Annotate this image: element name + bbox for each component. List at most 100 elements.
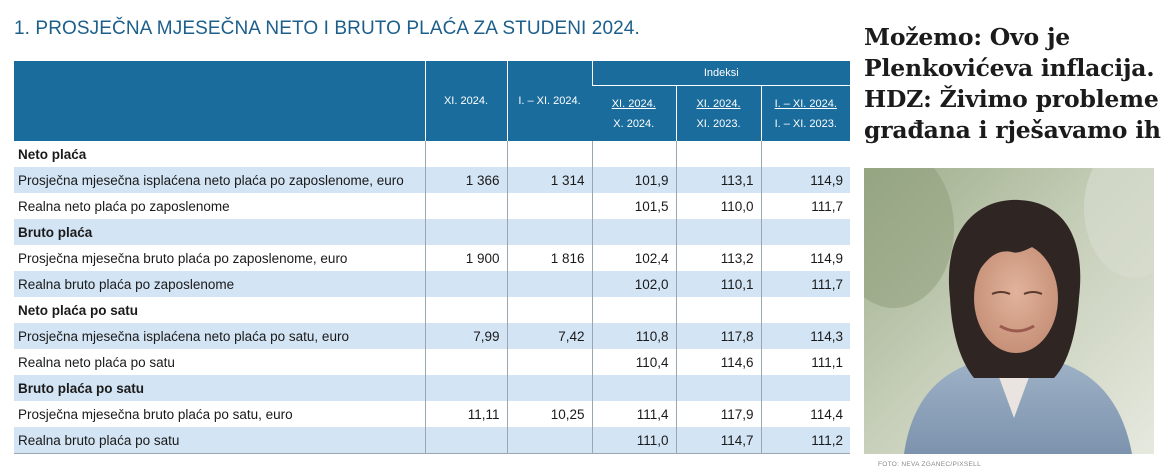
cell-value: 102,0 — [591, 271, 676, 297]
cell-value: 111,1 — [760, 349, 851, 375]
table-row: Prosječna mjesečna bruto plaća po zaposl… — [14, 245, 851, 271]
cell-value — [424, 297, 507, 323]
header-col-xi-2024: XI. 2024. — [424, 61, 507, 141]
cell-value: 111,0 — [591, 427, 676, 454]
cell-value: 1 366 — [424, 167, 507, 193]
cell-value — [506, 141, 592, 167]
cell-value — [506, 349, 592, 375]
portrait-image — [864, 168, 1154, 454]
cell-value — [424, 349, 507, 375]
cell-value: 11,11 — [424, 401, 507, 427]
table-row: Realna bruto plaća po zaposlenome 102,0 11… — [14, 271, 851, 297]
section-row: Neto plaća po satu — [14, 297, 851, 323]
index-3-numerator: I. – XI. 2024. — [774, 97, 837, 110]
cell-value: 111,7 — [760, 271, 851, 297]
index-1-denominator: X. 2024. — [613, 117, 655, 130]
table-title: 1. PROSJEČNA MJESEČNA NETO I BRUTO PLAĆA… — [14, 18, 640, 39]
cell-value: 114,7 — [675, 427, 761, 454]
header-col-i-xi-2024: I. – XI. 2024. — [506, 61, 592, 141]
cell-value — [760, 141, 851, 167]
cell-value — [591, 375, 676, 401]
cell-value: 114,9 — [760, 245, 851, 271]
cell-value: 110,4 — [591, 349, 676, 375]
cell-value — [675, 219, 761, 245]
row-label: Realna neto plaća po zaposlenome — [14, 193, 425, 219]
cell-value: 7,99 — [424, 323, 507, 349]
header-index-1: XI. 2024. X. 2024. — [592, 85, 676, 141]
article-headline[interactable]: Možemo: Ovo je Plenkovićeva inflacija. H… — [864, 23, 1161, 144]
table-row: Realna neto plaća po satu 110,4 114,6 111,1 — [14, 349, 851, 375]
cell-value — [424, 193, 507, 219]
section-row: Neto plaća — [14, 141, 851, 167]
section-row: Bruto plaća po satu — [14, 375, 851, 401]
cell-value: 111,4 — [591, 401, 676, 427]
cell-value — [591, 219, 676, 245]
cell-value: 10,25 — [506, 401, 592, 427]
table-row: Realna neto plaća po zaposlenome 101,5 110… — [14, 193, 851, 219]
row-label: Prosječna mjesečna isplaćena neto plaća … — [14, 323, 425, 349]
cell-value: 101,5 — [591, 193, 676, 219]
photo-credit: FOTO: NEVA ZGANEC/PIXSELL — [878, 461, 981, 468]
cell-value: 114,3 — [760, 323, 851, 349]
cell-value — [760, 297, 851, 323]
cell-value: 117,8 — [675, 323, 761, 349]
cell-value: 114,9 — [760, 167, 851, 193]
table-row: Realna bruto plaća po satu 111,0 114,7 111,… — [14, 427, 851, 454]
row-label: Prosječna mjesečna bruto plaća po satu, … — [14, 401, 425, 427]
table-row: Prosječna mjesečna bruto plaća po satu, … — [14, 401, 851, 427]
section-label: Neto plaća po satu — [14, 297, 425, 323]
row-label: Realna bruto plaća po satu — [14, 427, 425, 454]
table-row: Prosječna mjesečna isplaćena neto plaća … — [14, 167, 851, 193]
cell-value: 111,7 — [760, 193, 851, 219]
row-label: Prosječna mjesečna bruto plaća po zaposl… — [14, 245, 425, 271]
cell-value — [424, 375, 507, 401]
header-index-2: XI. 2024. XI. 2023. — [675, 85, 761, 141]
index-2-denominator: XI. 2023. — [696, 117, 741, 130]
cell-value — [424, 271, 507, 297]
table-row: Prosječna mjesečna isplaćena neto plaća … — [14, 323, 851, 349]
index-1-numerator: XI. 2024. — [611, 97, 656, 110]
cell-value — [506, 271, 592, 297]
row-label: Prosječna mjesečna isplaćena neto plaća … — [14, 167, 425, 193]
cell-value — [675, 375, 761, 401]
cell-value — [506, 427, 592, 454]
cell-value — [424, 219, 507, 245]
cell-value: 110,1 — [675, 271, 761, 297]
cell-value: 7,42 — [506, 323, 592, 349]
index-2-numerator: XI. 2024. — [696, 97, 741, 110]
table-body: Neto plaća Prosječna mjesečna isplaćena n… — [14, 141, 851, 454]
cell-value: 1 314 — [506, 167, 592, 193]
section-label: Bruto plaća — [14, 219, 425, 245]
index-3-denominator: I. – XI. 2023. — [774, 117, 837, 130]
salary-table: XI. 2024. I. – XI. 2024. Indeksi XI. 202… — [14, 61, 851, 454]
header-indeksi: Indeksi — [591, 61, 851, 86]
cell-value: 1 900 — [424, 245, 507, 271]
cell-value: 114,6 — [675, 349, 761, 375]
cell-value — [506, 297, 592, 323]
cell-value — [675, 297, 761, 323]
cell-value: 113,1 — [675, 167, 761, 193]
header-label-col — [14, 61, 425, 141]
cell-value: 113,2 — [675, 245, 761, 271]
cell-value — [506, 193, 592, 219]
cell-value: 110,0 — [675, 193, 761, 219]
section-row: Bruto plaća — [14, 219, 851, 245]
cell-value: 110,8 — [591, 323, 676, 349]
cell-value: 1 816 — [506, 245, 592, 271]
row-label: Realna bruto plaća po zaposlenome — [14, 271, 425, 297]
cell-value — [506, 219, 592, 245]
cell-value: 111,2 — [760, 427, 851, 454]
cell-value — [675, 141, 761, 167]
section-label: Neto plaća — [14, 141, 425, 167]
cell-value: 101,9 — [591, 167, 676, 193]
article-photo[interactable] — [864, 168, 1154, 454]
cell-value — [760, 375, 851, 401]
header-index-3: I. – XI. 2024. I. – XI. 2023. — [760, 85, 851, 141]
cell-value: 102,4 — [591, 245, 676, 271]
cell-value: 117,9 — [675, 401, 761, 427]
cell-value — [424, 427, 507, 454]
cell-value — [591, 297, 676, 323]
row-label: Realna neto plaća po satu — [14, 349, 425, 375]
cell-value — [424, 141, 507, 167]
cell-value — [760, 219, 851, 245]
